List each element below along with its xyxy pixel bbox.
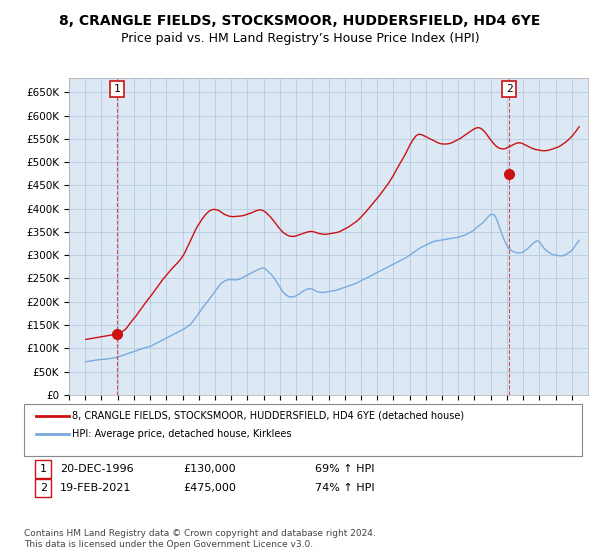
Text: £130,000: £130,000	[183, 464, 236, 474]
Text: 74% ↑ HPI: 74% ↑ HPI	[315, 483, 374, 493]
Text: 2: 2	[506, 84, 512, 94]
Text: 19-FEB-2021: 19-FEB-2021	[60, 483, 131, 493]
Text: £475,000: £475,000	[183, 483, 236, 493]
Text: 1: 1	[40, 464, 47, 474]
Text: 20-DEC-1996: 20-DEC-1996	[60, 464, 134, 474]
Bar	[69, 78, 85, 395]
Text: Contains HM Land Registry data © Crown copyright and database right 2024.
This d: Contains HM Land Registry data © Crown c…	[24, 529, 376, 549]
Text: 8, CRANGLE FIELDS, STOCKSMOOR, HUDDERSFIELD, HD4 6YE (detached house): 8, CRANGLE FIELDS, STOCKSMOOR, HUDDERSFI…	[72, 410, 464, 421]
Text: 8, CRANGLE FIELDS, STOCKSMOOR, HUDDERSFIELD, HD4 6YE: 8, CRANGLE FIELDS, STOCKSMOOR, HUDDERSFI…	[59, 14, 541, 28]
Text: 2: 2	[40, 483, 47, 493]
Text: HPI: Average price, detached house, Kirklees: HPI: Average price, detached house, Kirk…	[72, 429, 292, 439]
Text: 1: 1	[114, 84, 121, 94]
Text: 69% ↑ HPI: 69% ↑ HPI	[315, 464, 374, 474]
Text: Price paid vs. HM Land Registry’s House Price Index (HPI): Price paid vs. HM Land Registry’s House …	[121, 32, 479, 45]
